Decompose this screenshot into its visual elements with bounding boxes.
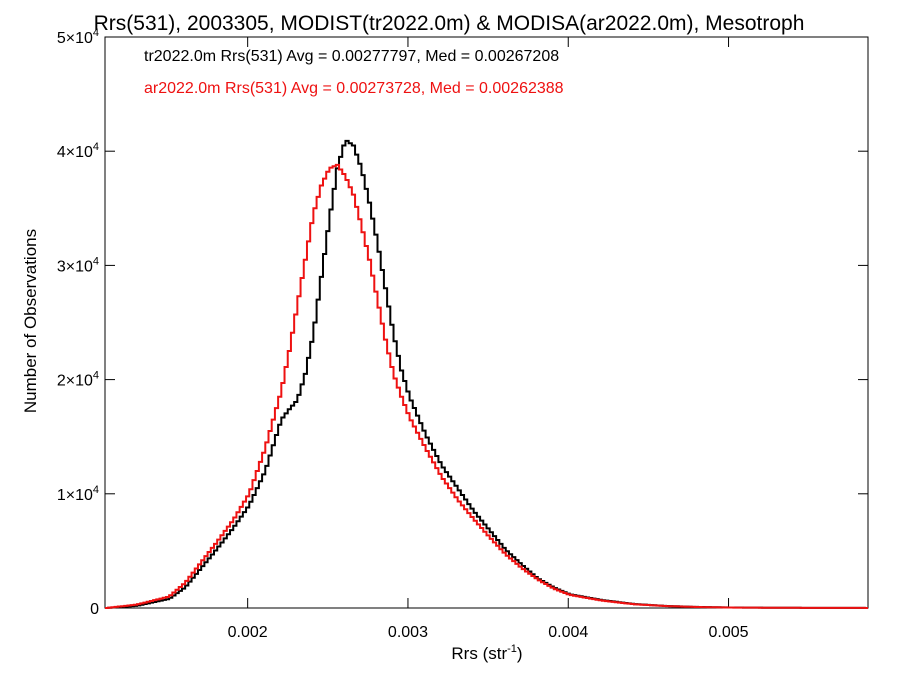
y-tick-label-base: 3×10 [57, 258, 93, 275]
y-tick-label-base: 1×10 [57, 487, 93, 504]
y-tick-label: 0 [90, 601, 99, 618]
y-tick-label: 3×104 [57, 255, 99, 275]
y-tick-label: 2×104 [57, 370, 99, 390]
y-tick-label: 5×104 [57, 27, 99, 47]
x-tick-label: 0.004 [548, 624, 588, 641]
x-axis-title-sup: -1 [507, 643, 517, 655]
x-axis-title-close: ) [517, 644, 523, 663]
y-tick-label: 1×104 [57, 484, 99, 504]
x-tick-label: 0.005 [709, 624, 749, 641]
x-ticks: 0.002 0.003 0.004 0.005 [228, 37, 749, 641]
y-tick-label-base: 0 [90, 601, 99, 618]
chart-title: Rrs(531), 2003305, MODIST(tr2022.0m) & M… [94, 12, 805, 35]
y-tick-label: 4×104 [57, 141, 99, 161]
y-axis-title: Number of Observations [21, 229, 40, 413]
x-axis-title-text: Rrs (str [451, 644, 507, 663]
series-lines [105, 139, 868, 609]
y-tick-label-exponent: 4 [93, 27, 99, 39]
plot-frame [104, 36, 869, 609]
y-tick-label-base: 2×10 [57, 373, 93, 390]
x-axis-title: Rrs (str-1) [451, 643, 522, 663]
annotation-series-2: ar2022.0m Rrs(531) Avg = 0.00273728, Med… [144, 80, 564, 97]
y-tick-label-exponent: 4 [93, 141, 99, 153]
series-line-ar2022.0m [105, 163, 868, 609]
y-tick-label-base: 5×10 [57, 30, 93, 47]
y-tick-label-base: 4×10 [57, 144, 93, 161]
x-tick-label: 0.003 [388, 624, 428, 641]
y-tick-label-exponent: 4 [93, 370, 99, 382]
y-tick-label-exponent: 4 [93, 484, 99, 496]
y-tick-label-exponent: 4 [93, 255, 99, 267]
annotation-series-1: tr2022.0m Rrs(531) Avg = 0.00277797, Med… [144, 48, 559, 65]
x-tick-label: 0.002 [228, 624, 268, 641]
